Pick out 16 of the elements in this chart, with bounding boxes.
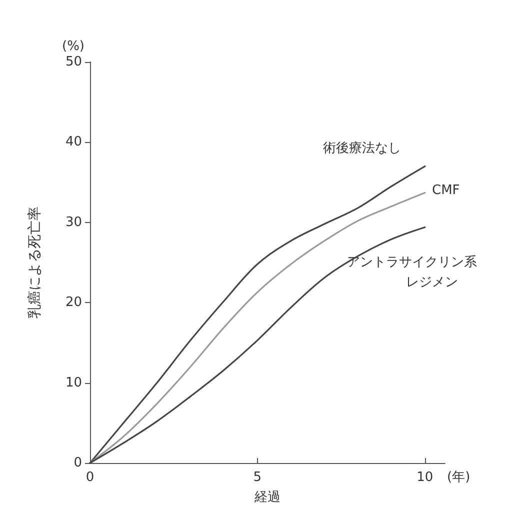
y-tick-label: 40 (65, 134, 82, 150)
y-tick-label: 50 (65, 54, 82, 70)
y-tick-label: 0 (74, 456, 82, 470)
y-axis-title: 乳癌による死亡率 (27, 206, 43, 318)
text: (%) (62, 39, 84, 54)
annotation: 術後療法なし (323, 141, 401, 156)
annotation: CMF (432, 183, 460, 198)
x-tick-label: 5 (253, 470, 262, 485)
x-tick-label: 0 (86, 470, 94, 485)
y-tick-label: 20 (65, 295, 82, 310)
text: (年) (447, 470, 470, 485)
x-axis-title: 経過 (254, 490, 280, 505)
y-tick-label: 30 (65, 214, 82, 230)
x-tick-label: 10 (416, 470, 434, 485)
y-tick-label: 10 (65, 375, 82, 390)
annotation: レジメン (406, 275, 458, 290)
